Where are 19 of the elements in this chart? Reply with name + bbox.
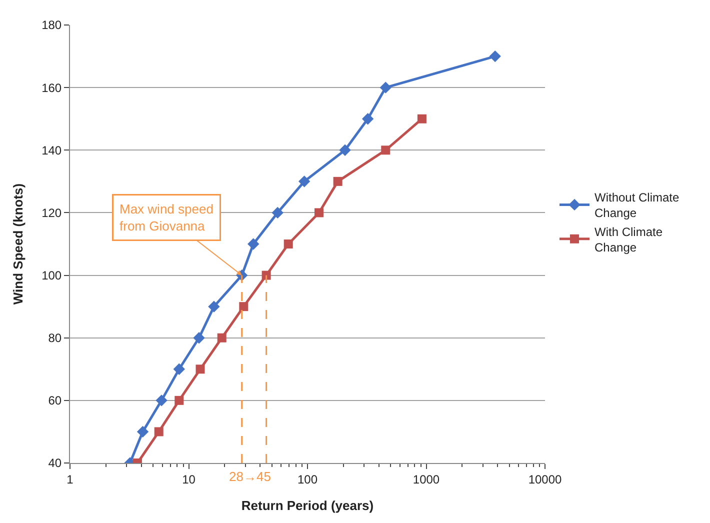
legend-label: Without Climate Change	[594, 190, 680, 220]
y-tick-label: 60	[48, 394, 62, 408]
y-tick-label: 40	[48, 456, 62, 470]
y-tick-label: 100	[42, 268, 62, 282]
x-tick-label: 1000	[412, 472, 440, 486]
y-axis-title: Wind Speed (knots)	[10, 183, 26, 305]
x-tick-label: 10000	[528, 472, 562, 486]
y-tick-label: 180	[42, 18, 62, 32]
y-tick-label: 80	[48, 331, 62, 346]
x-tick-label: 1	[66, 472, 74, 486]
y-tick-label: 160	[42, 80, 62, 95]
legend-label: With Climate Change	[594, 224, 663, 254]
x-tick-label: 10	[182, 472, 196, 486]
x-tick-label: 100	[297, 472, 318, 486]
x-axis-title: Return Period (years)	[241, 498, 374, 513]
y-tick-label: 140	[42, 143, 62, 158]
annotation: Max wind speed from Giovanna	[120, 202, 214, 234]
text: 28→45	[229, 469, 271, 484]
y-tick-label: 120	[42, 206, 62, 220]
